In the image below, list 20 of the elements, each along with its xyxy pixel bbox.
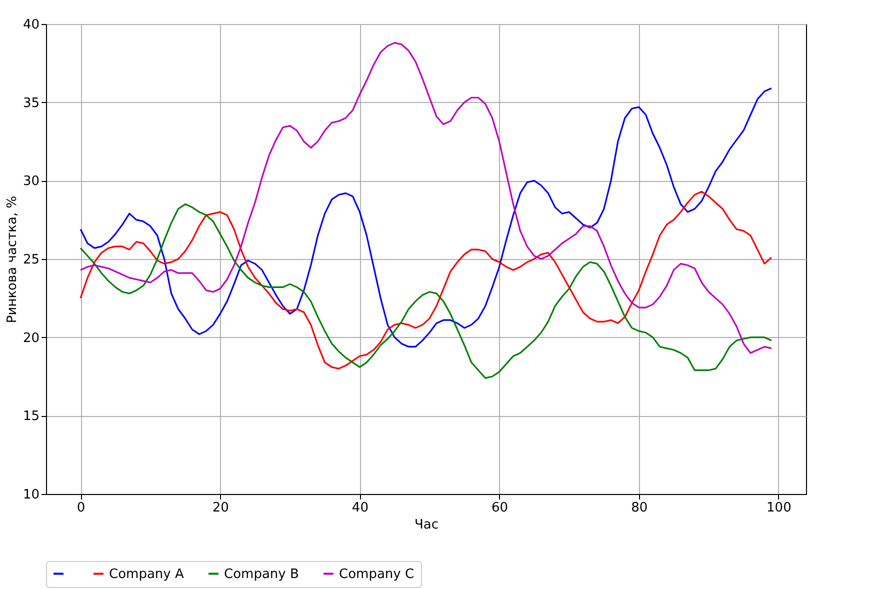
y-tick-label: 20 (22, 330, 40, 346)
x-axis-title: Час (414, 518, 439, 532)
line-series (80, 87, 772, 348)
line-series (80, 42, 772, 354)
y-tick-label: 10 (22, 488, 40, 502)
x-tick-label: 60 (492, 500, 508, 516)
y-tick-label: 30 (22, 174, 40, 190)
legend-label: Company C (339, 566, 414, 582)
x-tick-label: 40 (352, 500, 368, 516)
y-tick-label: 15 (22, 409, 40, 424)
x-tick-label: 100 (766, 500, 792, 516)
y-tick-label: 35 (22, 96, 40, 111)
y-tick-label: 25 (22, 252, 40, 268)
y-tick-label: 40 (22, 18, 40, 32)
legend-label: Company A (109, 566, 184, 582)
y-axis-title: Ринкова частка, % (4, 196, 20, 324)
x-tick-label: 0 (76, 500, 86, 516)
x-tick-label: 80 (631, 500, 648, 516)
x-tick-label: 20 (212, 500, 229, 516)
legend-label: Company B (224, 566, 299, 582)
